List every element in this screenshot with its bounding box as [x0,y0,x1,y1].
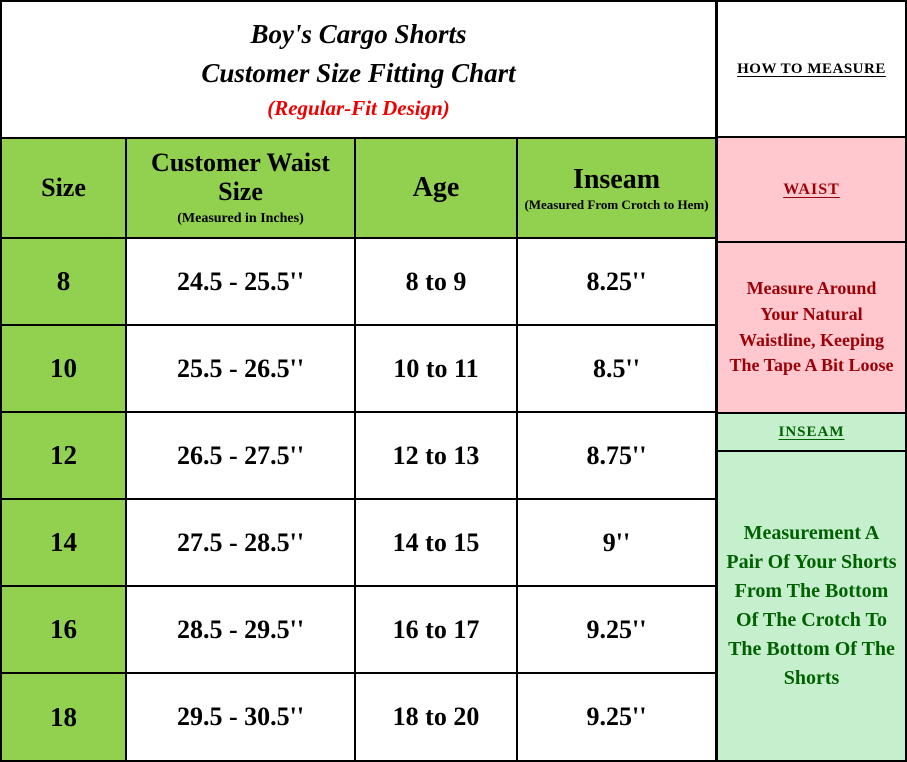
age-cell: 16 to 17 [354,585,518,674]
col-header-age: Age [354,137,518,239]
col-header-inseam: Inseam (Measured From Crotch to Hem) [516,137,715,239]
inseam-cell: 8.5'' [516,324,715,413]
table-row: 14 27.5 - 28.5'' 14 to 15 9'' [2,498,715,587]
chart-subtitle: (Regular-Fit Design) [267,96,450,120]
waist-cell: 28.5 - 29.5'' [125,585,356,674]
size-cell: 8 [2,237,127,326]
inseam-cell: 8.75'' [516,411,715,500]
how-to-measure-section: HOW TO MEASURE WAIST Measure Around Your… [715,2,905,760]
chart-title-line2: Customer Size Fitting Chart [201,57,516,88]
waist-cell: 24.5 - 25.5'' [125,237,356,326]
table-row: 8 24.5 - 25.5'' 8 to 9 8.25'' [2,237,715,326]
table-row: 18 29.5 - 30.5'' 18 to 20 9.25'' [2,672,715,760]
col-header-size: Size [2,137,127,239]
size-table: Size Customer Waist Size (Measured in In… [2,137,715,760]
age-cell: 8 to 9 [354,237,518,326]
waist-instructions: Measure Around Your Natural Waistline, K… [718,243,905,414]
age-cell: 18 to 20 [354,672,518,760]
table-header-row: Size Customer Waist Size (Measured in In… [2,137,715,239]
size-cell: 12 [2,411,127,500]
waist-section-header: WAIST [718,138,905,243]
inseam-cell: 8.25'' [516,237,715,326]
size-cell: 10 [2,324,127,413]
how-to-measure-title: HOW TO MEASURE [737,60,886,77]
age-cell: 14 to 15 [354,498,518,587]
chart-title-block: Boy's Cargo Shorts Customer Size Fitting… [2,2,715,137]
size-cell: 18 [2,672,127,760]
inseam-instructions: Measurement A Pair Of Your Shorts From T… [718,452,905,760]
waist-cell: 26.5 - 27.5'' [125,411,356,500]
inseam-section-title: INSEAM [778,423,845,440]
waist-cell: 27.5 - 28.5'' [125,498,356,587]
table-row: 12 26.5 - 27.5'' 12 to 13 8.75'' [2,411,715,500]
col-header-waist-label: Customer Waist Size [151,148,330,206]
inseam-section-header: INSEAM [718,414,905,452]
inseam-cell: 9'' [516,498,715,587]
size-cell: 14 [2,498,127,587]
col-header-waist-sub: (Measured in Inches) [177,211,304,227]
table-row: 10 25.5 - 26.5'' 10 to 11 8.5'' [2,324,715,413]
inseam-cell: 9.25'' [516,585,715,674]
waist-section-title: WAIST [783,180,840,198]
chart-title-line1: Boy's Cargo Shorts [250,18,467,49]
inseam-cell: 9.25'' [516,672,715,760]
how-to-measure-header: HOW TO MEASURE [718,2,905,138]
table-row: 16 28.5 - 29.5'' 16 to 17 9.25'' [2,585,715,674]
waist-cell: 25.5 - 26.5'' [125,324,356,413]
col-header-inseam-sub: (Measured From Crotch to Hem) [524,196,709,212]
size-cell: 16 [2,585,127,674]
col-header-age-label: Age [412,172,460,203]
chart-main-section: Boy's Cargo Shorts Customer Size Fitting… [2,2,715,760]
age-cell: 12 to 13 [354,411,518,500]
col-header-waist: Customer Waist Size (Measured in Inches) [125,137,356,239]
col-header-inseam-label: Inseam [572,163,661,195]
col-header-size-label: Size [41,173,86,202]
age-cell: 10 to 11 [354,324,518,413]
waist-cell: 29.5 - 30.5'' [125,672,356,760]
